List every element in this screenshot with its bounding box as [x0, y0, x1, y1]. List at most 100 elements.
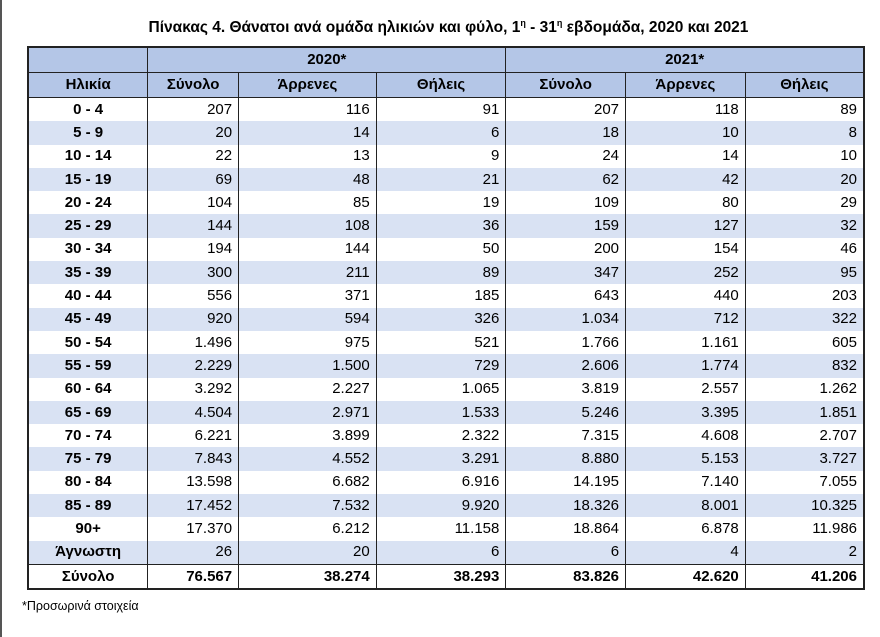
value-cell: 154	[625, 237, 746, 262]
value-cell: 1.851	[744, 400, 865, 425]
value-cell: 556	[147, 284, 240, 308]
age-group-cell: Σύνολο	[27, 563, 149, 591]
value-cell: 605	[744, 330, 865, 355]
value-cell: 1.774	[625, 354, 746, 378]
value-cell: 7.843	[147, 447, 240, 471]
value-cell: 5.246	[505, 400, 627, 425]
value-cell: 10.325	[744, 494, 865, 518]
value-cell: 41.206	[744, 563, 865, 591]
age-header: Ηλικία	[27, 72, 149, 98]
value-cell: 13	[238, 144, 377, 168]
table-row: 0 - 4 207 116 91 207 118 89	[27, 97, 865, 122]
value-cell: 1.496	[147, 330, 240, 355]
value-cell: 24	[505, 144, 627, 168]
value-cell: 13.598	[147, 470, 240, 495]
value-cell: 22	[147, 144, 240, 168]
value-cell: 144	[147, 214, 240, 238]
value-cell: 300	[147, 261, 240, 285]
value-cell: 69	[147, 167, 240, 192]
value-cell: 9.920	[375, 494, 507, 518]
column-header: Άρρενες	[238, 72, 377, 98]
value-cell: 2	[744, 540, 865, 565]
value-cell: 89	[375, 261, 507, 285]
value-cell: 2.322	[375, 424, 507, 448]
value-cell: 3.727	[744, 447, 865, 471]
table-row: 40 - 44 556 371 185 643 440 203	[27, 284, 865, 308]
value-cell: 7.055	[744, 470, 865, 495]
value-cell: 2.971	[238, 400, 377, 425]
value-cell: 4	[625, 540, 746, 565]
value-cell: 159	[505, 214, 627, 238]
table-title: Πίνακας 4. Θάνατοι ανά ομάδα ηλικιών και…	[27, 18, 870, 37]
value-cell: 32	[744, 214, 865, 238]
table-row: 10 - 14 22 13 9 24 14 10	[27, 144, 865, 168]
value-cell: 203	[744, 284, 865, 308]
value-cell: 91	[375, 97, 507, 122]
age-group-cell: 15 - 19	[27, 167, 149, 192]
table-row: 70 - 74 6.221 3.899 2.322 7.315 4.608 2.707	[27, 424, 865, 448]
value-cell: 440	[625, 284, 746, 308]
title-text: - 31	[525, 19, 557, 37]
value-cell: 200	[505, 237, 627, 262]
table-row: 5 - 9 20 14 6 18 10 8	[27, 121, 865, 145]
value-cell: 8	[744, 121, 865, 145]
value-cell: 347	[505, 261, 627, 285]
value-cell: 1.766	[505, 330, 627, 355]
value-cell: 19	[375, 191, 507, 215]
year-header-row: 2020* 2021*	[27, 46, 865, 73]
value-cell: 4.552	[238, 447, 377, 471]
value-cell: 42.620	[625, 563, 746, 591]
column-header: Άρρενες	[625, 72, 746, 98]
empty-header-cell	[27, 46, 149, 73]
value-cell: 17.452	[147, 494, 240, 518]
age-group-cell: 90+	[27, 517, 149, 541]
age-group-cell: 70 - 74	[27, 424, 149, 448]
age-group-cell: 25 - 29	[27, 214, 149, 238]
value-cell: 14	[238, 121, 377, 145]
value-cell: 6.682	[238, 470, 377, 495]
total-row: Σύνολο 76.567 38.274 38.293 83.826 42.620 41.2…	[27, 563, 865, 591]
value-cell: 144	[238, 237, 377, 262]
value-cell: 10	[625, 121, 746, 145]
age-group-cell: 40 - 44	[27, 284, 149, 308]
age-group-cell: 30 - 34	[27, 237, 149, 262]
value-cell: 80	[625, 191, 746, 215]
value-cell: 3.395	[625, 400, 746, 425]
age-group-cell: 5 - 9	[27, 121, 149, 145]
value-cell: 85	[238, 191, 377, 215]
age-group-cell: 35 - 39	[27, 261, 149, 285]
value-cell: 20	[238, 540, 377, 565]
value-cell: 729	[375, 354, 507, 378]
value-cell: 6.221	[147, 424, 240, 448]
value-cell: 18.864	[505, 517, 627, 541]
value-cell: 521	[375, 330, 507, 355]
value-cell: 3.819	[505, 377, 627, 401]
value-cell: 109	[505, 191, 627, 215]
value-cell: 6.916	[375, 470, 507, 495]
value-cell: 20	[147, 121, 240, 145]
value-cell: 3.291	[375, 447, 507, 471]
table-row: 80 - 84 13.598 6.682 6.916 14.195 7.140 7.055	[27, 470, 865, 495]
title-sup: η	[556, 18, 563, 28]
value-cell: 50	[375, 237, 507, 262]
title-text: Πίνακας 4. Θάνατοι ανά ομάδα ηλικιών και…	[148, 19, 521, 37]
table-row: 45 - 49 920 594 326 1.034 712 322	[27, 307, 865, 331]
table-row: Άγνωστη 26 20 6 6 4 2	[27, 540, 865, 565]
value-cell: 108	[238, 214, 377, 238]
value-cell: 4.608	[625, 424, 746, 448]
value-cell: 1.262	[744, 377, 865, 401]
value-cell: 1.161	[625, 330, 746, 355]
year-header: 2021*	[505, 46, 865, 73]
value-cell: 48	[238, 167, 377, 192]
value-cell: 2.229	[147, 354, 240, 378]
value-cell: 18	[505, 121, 627, 145]
value-cell: 211	[238, 261, 377, 285]
age-group-cell: 55 - 59	[27, 354, 149, 378]
table-row: 30 - 34 194 144 50 200 154 46	[27, 237, 865, 262]
value-cell: 207	[147, 97, 240, 122]
age-group-cell: 60 - 64	[27, 377, 149, 401]
value-cell: 38.274	[238, 563, 377, 591]
value-cell: 643	[505, 284, 627, 308]
value-cell: 7.140	[625, 470, 746, 495]
table-row: 75 - 79 7.843 4.552 3.291 8.880 5.153 3.727	[27, 447, 865, 471]
